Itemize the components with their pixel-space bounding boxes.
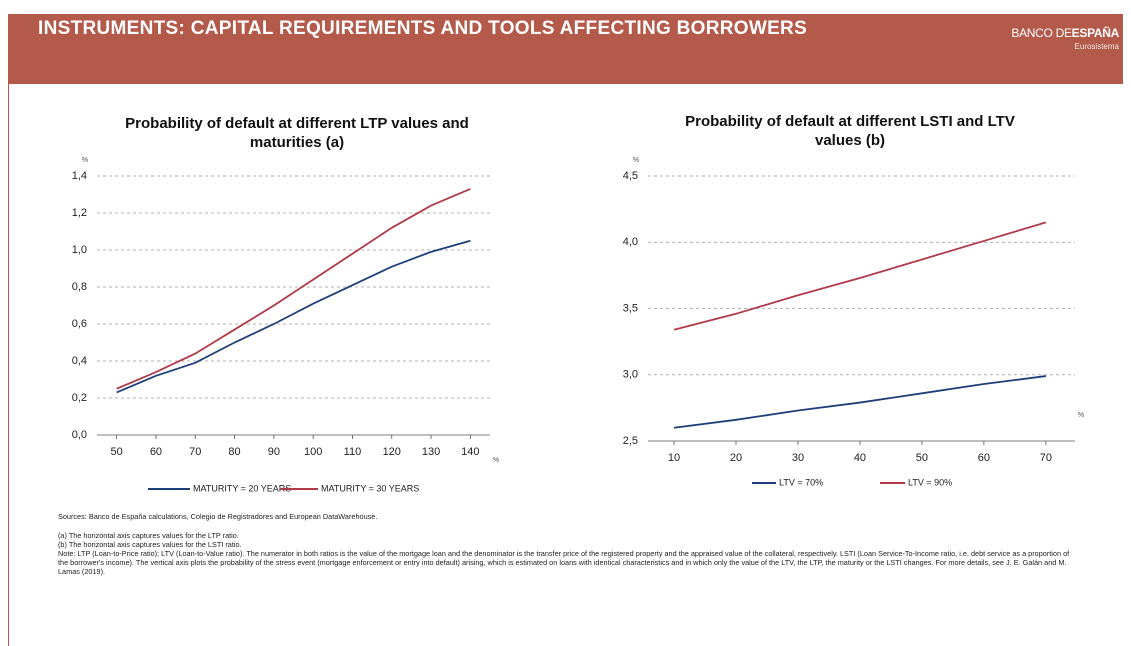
logo-main: BANCO DE — [1011, 26, 1072, 40]
x-tick-label: 30 — [792, 452, 804, 464]
y-tick-label: 4,5 — [623, 170, 638, 182]
series-line — [673, 375, 1046, 429]
logo-bold: ESPAÑA — [1071, 26, 1120, 40]
x-tick-label: 20 — [730, 452, 742, 464]
slide-title: INSTRUMENTS: CAPITAL REQUIREMENTS AND TO… — [38, 18, 808, 39]
x-tick-label: 50 — [916, 452, 928, 464]
legend-label: LTV = 90% — [908, 477, 952, 487]
legend-label: LTV = 70% — [779, 477, 823, 487]
note: (a) The horizontal axis captures values … — [58, 531, 239, 540]
y-unit: % — [82, 157, 88, 164]
header-bar — [8, 14, 1123, 84]
x-tick-label: 120 — [383, 446, 401, 458]
logo: BANCO DEESPAÑA Eurosistema — [1011, 26, 1119, 51]
x-tick-label: 50 — [111, 446, 123, 458]
y-tick-label: 1,4 — [72, 170, 87, 182]
left-border — [8, 84, 9, 646]
x-tick-label: 90 — [268, 446, 280, 458]
x-tick-label: 110 — [344, 446, 362, 458]
y-tick-label: 0,2 — [72, 392, 87, 404]
y-tick-label: 3,5 — [623, 302, 638, 314]
y-unit: % — [633, 157, 639, 164]
y-tick-label: 4,0 — [623, 236, 638, 248]
x-tick-label: 70 — [189, 446, 201, 458]
x-tick-label: 10 — [668, 452, 680, 464]
note: (b) The horizontal axis captures values … — [58, 540, 242, 549]
note: Note: LTP (Loan-to-Price ratio); LTV (Lo… — [58, 549, 1070, 576]
y-tick-label: 0,8 — [72, 281, 87, 293]
chart-title: Probability of default at different LTP … — [125, 115, 469, 151]
x-tick-label: 80 — [228, 446, 240, 458]
x-unit: % — [1078, 412, 1084, 419]
series-line — [116, 188, 471, 390]
y-tick-label: 1,0 — [72, 244, 87, 256]
series-line — [116, 239, 471, 394]
x-tick-label: 100 — [304, 446, 322, 458]
logo-sub: Eurosistema — [1074, 42, 1119, 51]
legend-label: MATURITY = 20 YEARS — [193, 483, 291, 493]
series-line — [673, 221, 1047, 331]
x-tick-label: 130 — [422, 446, 440, 458]
chart-title: Probability of default at different LSTI… — [685, 113, 1015, 149]
legend-label: MATURITY = 30 YEARS — [321, 483, 419, 493]
y-tick-label: 3,0 — [623, 369, 638, 381]
x-tick-label: 60 — [150, 446, 162, 458]
y-tick-label: 2,5 — [623, 435, 638, 447]
y-tick-label: 0,4 — [72, 355, 87, 367]
x-tick-label: 70 — [1040, 452, 1052, 464]
x-tick-label: 60 — [978, 452, 990, 464]
x-unit: % — [493, 457, 499, 464]
footnotes: Sources: Banco de España calculations, C… — [58, 512, 1078, 576]
sources: Sources: Banco de España calculations, C… — [58, 512, 378, 521]
y-tick-label: 1,2 — [72, 207, 87, 219]
y-tick-label: 0,0 — [72, 429, 87, 441]
y-tick-label: 0,6 — [72, 318, 87, 330]
x-tick-label: 140 — [461, 446, 479, 458]
x-tick-label: 40 — [854, 452, 866, 464]
